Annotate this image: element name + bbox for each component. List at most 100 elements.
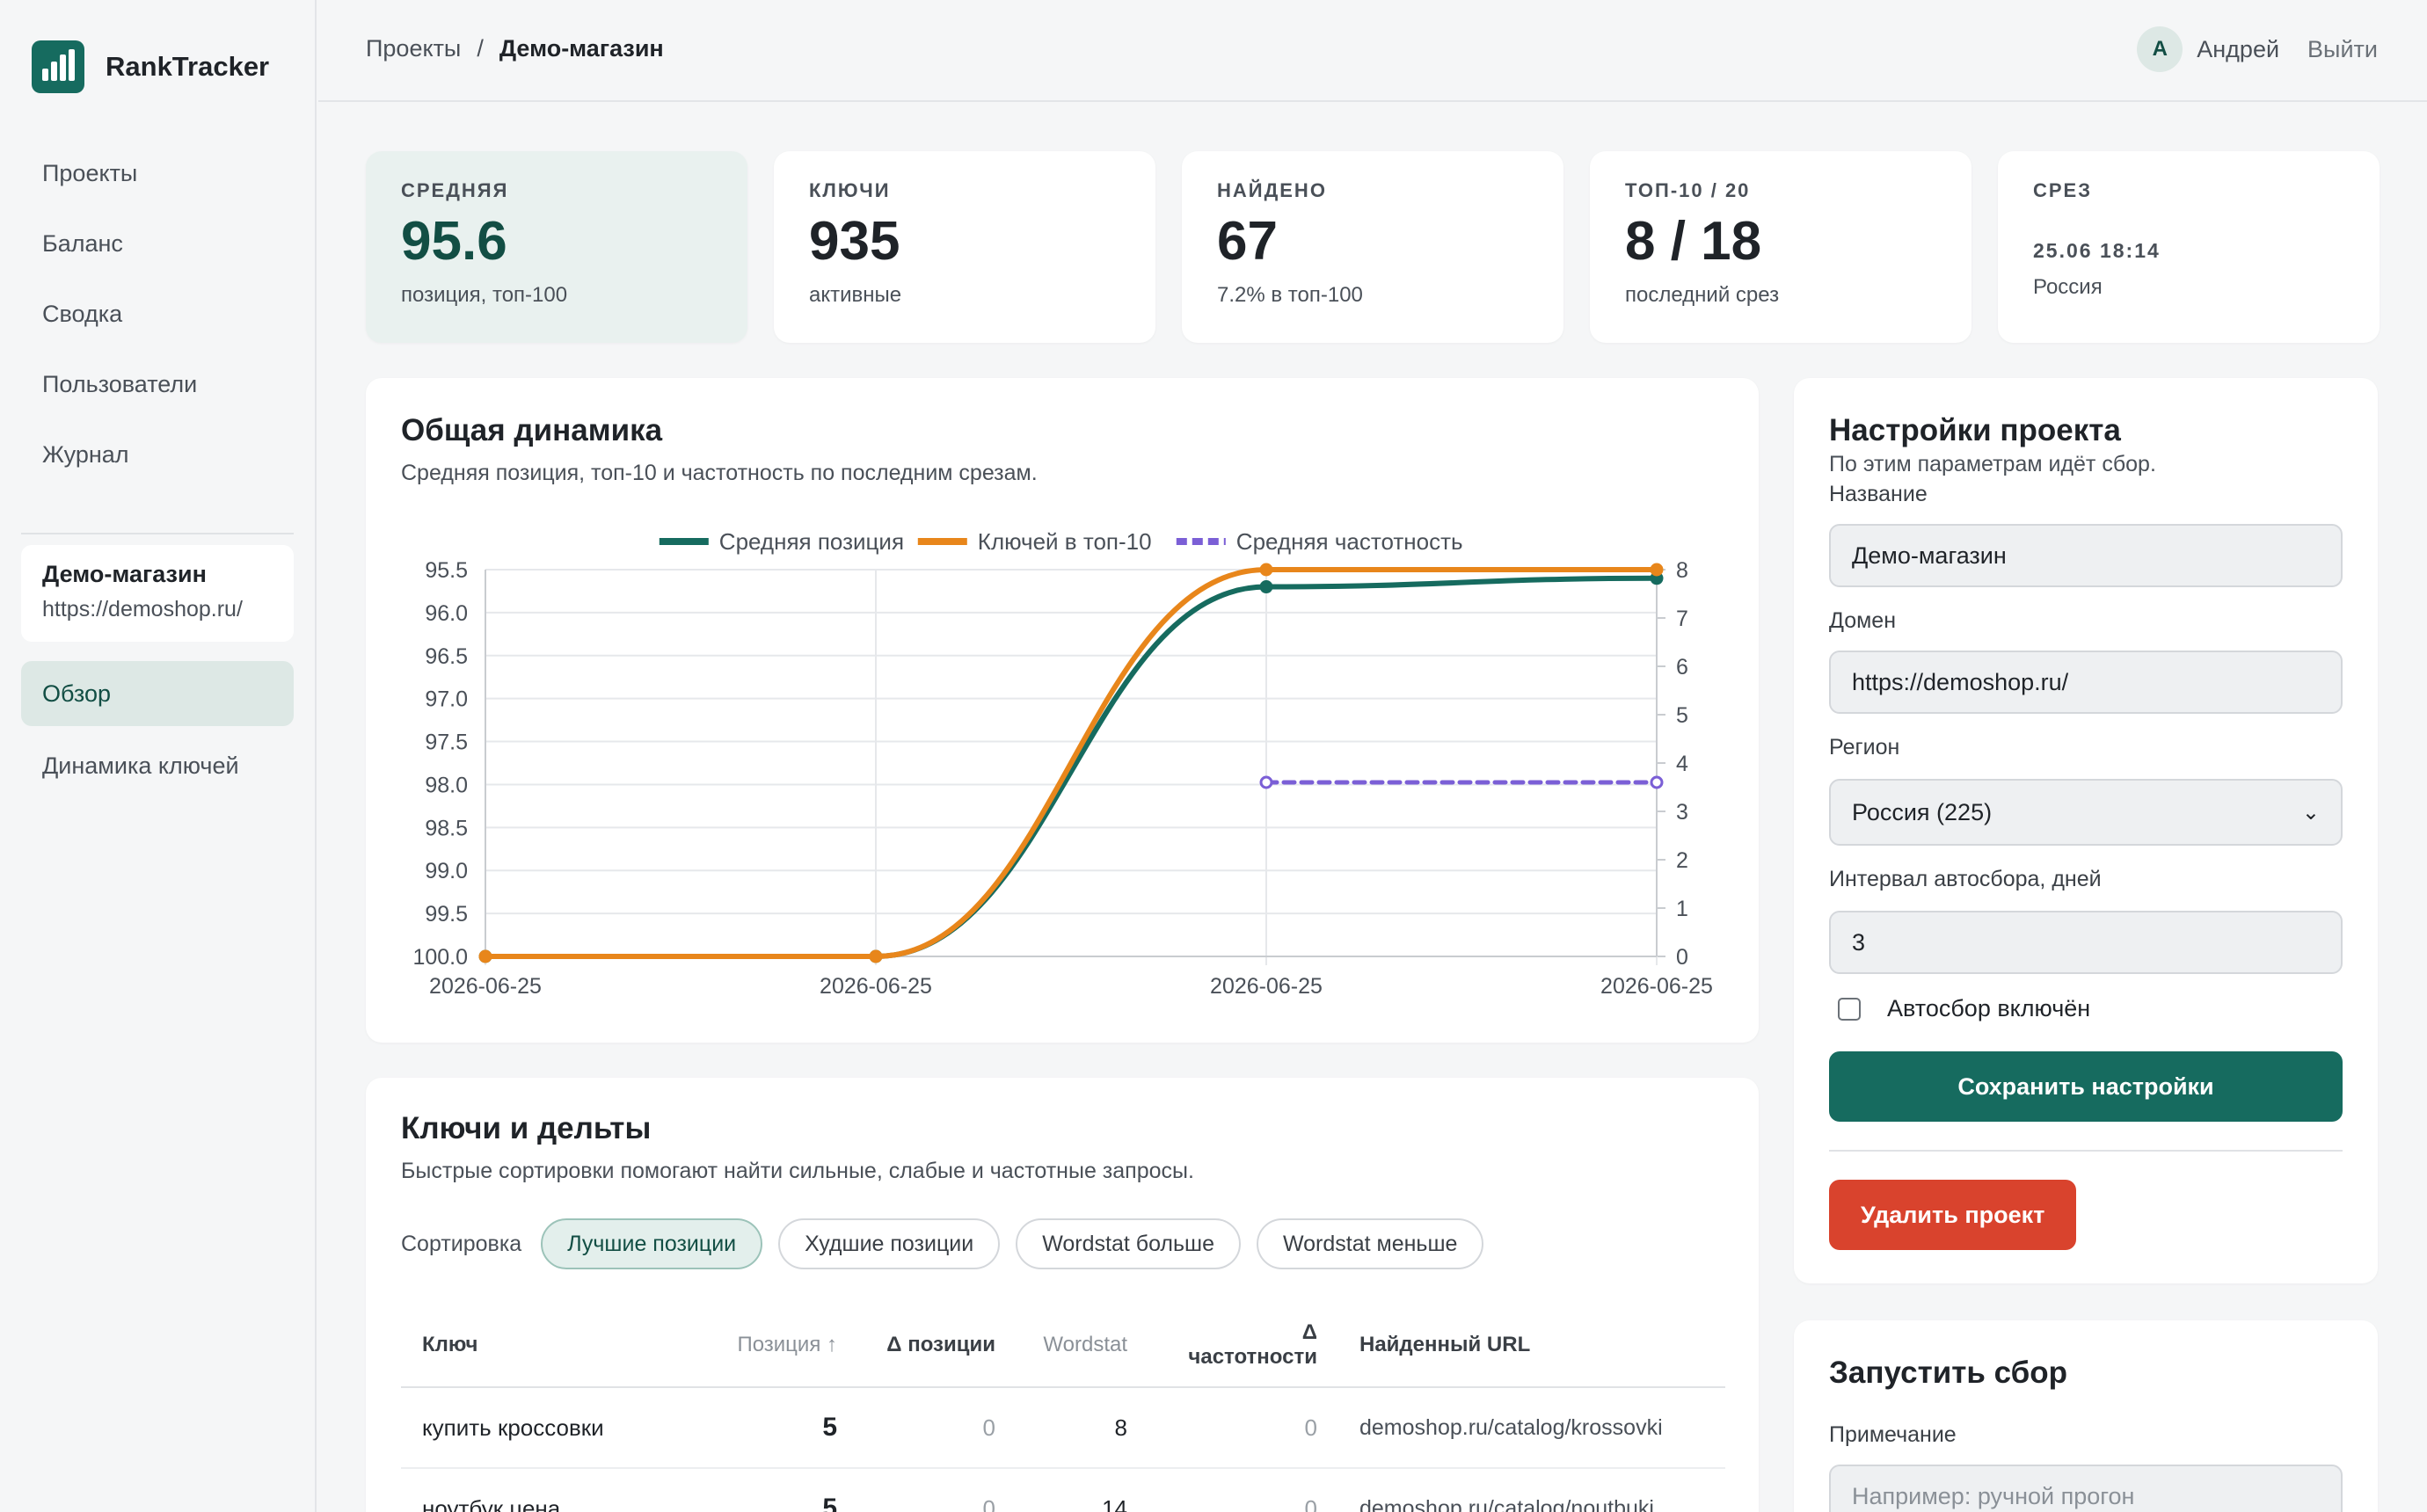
stat-card-found: НАЙДЕНО 67 7.2% в топ-100	[1182, 151, 1563, 343]
settings-desc: По этим параметрам идёт сбор.	[1829, 452, 2156, 476]
keys-table: Ключ Позиция ↑ Δ позиции Wordstat Δ част…	[401, 1303, 1725, 1512]
project-nav: Обзор Динамика ключей	[21, 661, 294, 805]
user-name[interactable]: Андрей	[2197, 35, 2280, 62]
main-nav: Проекты Баланс Сводка Пользователи Журна…	[21, 141, 294, 492]
breadcrumb-projects-link[interactable]: Проекты	[366, 35, 462, 62]
stat-value: 67	[1217, 211, 1278, 272]
sort-wordstat-less-chip[interactable]: Wordstat меньше	[1257, 1218, 1484, 1269]
col-position[interactable]: Позиция ↑	[700, 1303, 858, 1388]
y-left-tick-label: 98.5	[425, 816, 468, 840]
project-name-input[interactable]: Демо-магазин	[1829, 524, 2343, 587]
stat-value: 25.06 18:14	[2033, 239, 2161, 262]
cell-found-url[interactable]: demoshop.ru/catalog/noutbuki	[1338, 1468, 1725, 1512]
region-selected-value: Россия (225)	[1852, 798, 1993, 825]
series-point-2	[1650, 563, 1664, 577]
col-wordstat[interactable]: Wordstat	[1017, 1303, 1148, 1388]
y-left-tick-label: 100.0	[412, 945, 468, 970]
dynamics-title: Общая динамика	[401, 413, 663, 447]
y-left-tick-label: 97.0	[425, 687, 468, 712]
col-delta-frequency[interactable]: Δ частотности	[1148, 1303, 1338, 1388]
sidebar-item-balance[interactable]: Баланс	[42, 229, 123, 257]
stat-card-keys: КЛЮЧИ 935 активные	[774, 151, 1155, 343]
col-delta-position[interactable]: Δ позиции	[858, 1303, 1017, 1388]
sidebar: RankTracker Проекты Баланс Сводка Пользо…	[0, 0, 317, 1512]
sort-wordstat-more-chip[interactable]: Wordstat больше	[1016, 1218, 1241, 1269]
name-label: Название	[1829, 482, 1928, 506]
stat-label: НАЙДЕНО	[1217, 179, 1327, 201]
y-left-tick-label: 98.0	[425, 773, 468, 797]
y-left-tick-label: 95.5	[425, 558, 468, 583]
legend-label: Ключей в топ-10	[978, 528, 1152, 555]
region-label: Регион	[1829, 735, 1900, 760]
table-row[interactable]: ноутбук цена 5 0 14 0 demoshop.ru/catalo…	[401, 1468, 1725, 1512]
sort-label: Сортировка	[401, 1231, 522, 1256]
settings-divider	[1829, 1150, 2343, 1152]
stat-value: 935	[809, 211, 900, 272]
stat-sub: последний срез	[1625, 283, 1780, 307]
y-left-tick-label: 96.5	[425, 644, 468, 669]
y-right-tick-label: 7	[1676, 607, 1688, 631]
x-tick-label: 2026-06-25	[820, 974, 932, 999]
dynamics-desc: Средняя позиция, топ-10 и частотность по…	[401, 461, 1038, 485]
project-name: Демо-магазин	[42, 561, 207, 587]
breadcrumb: Проекты / Демо-магазин	[366, 35, 664, 62]
table-row[interactable]: купить кроссовки 5 0 8 0 demoshop.ru/cat…	[401, 1387, 1725, 1469]
series-point-1	[1259, 580, 1273, 594]
interval-label: Интервал автосбора, дней	[1829, 867, 2102, 891]
autocollect-checkbox[interactable]	[1838, 997, 1861, 1021]
dynamics-chart: 95.5 96.0 96.5 97.0 97.5 98.0 98.5 99.0 99.5 100.…	[412, 528, 1713, 999]
note-input[interactable]: Например: ручной прогон	[1829, 1465, 2343, 1512]
stat-label: СРЕДНЯЯ	[401, 179, 509, 201]
y-right-tick-label: 6	[1676, 655, 1688, 680]
settings-panel: Настройки проекта По этим параметрам идё…	[1794, 378, 2378, 1283]
cell-delta-frequency: 0	[1148, 1387, 1338, 1469]
dynamics-panel: Общая динамика Средняя позиция, топ-10 и…	[366, 378, 1759, 1043]
sidebar-item-overview[interactable]: Обзор	[21, 661, 294, 726]
chevron-down-icon: ⌄	[2301, 800, 2320, 825]
x-tick-label: 2026-06-25	[429, 974, 542, 999]
breadcrumb-separator: /	[477, 35, 484, 62]
bar-chart-logo-icon	[32, 40, 84, 93]
sidebar-item-projects[interactable]: Проекты	[42, 159, 138, 186]
sidebar-item-summary[interactable]: Сводка	[42, 300, 123, 327]
sidebar-item-journal[interactable]: Журнал	[42, 440, 129, 468]
y-right-tick-label: 4	[1676, 752, 1688, 776]
stat-label: СРЕЗ	[2033, 179, 2093, 201]
cell-delta-position: 0	[858, 1468, 1017, 1512]
save-settings-button[interactable]: Сохранить настройки	[1829, 1051, 2343, 1122]
y-right-tick-label: 3	[1676, 800, 1688, 825]
avatar[interactable]: А	[2137, 26, 2183, 72]
legend-label: Средняя позиция	[719, 528, 904, 555]
keys-desc: Быстрые сортировки помогают найти сильны…	[401, 1159, 1194, 1183]
stat-label: КЛЮЧИ	[809, 179, 891, 201]
stat-sub: 7.2% в топ-100	[1217, 283, 1363, 307]
domain-input[interactable]: https://demoshop.ru/	[1829, 651, 2343, 714]
region-select[interactable]: Россия (225) ⌄	[1829, 779, 2343, 846]
cell-found-url[interactable]: demoshop.ru/catalog/krossovki	[1338, 1387, 1725, 1469]
y-left-tick-label: 97.5	[425, 731, 468, 755]
cell-key: ноутбук цена	[401, 1468, 700, 1512]
stat-value: 8 / 18	[1625, 211, 1762, 272]
brand[interactable]: RankTracker	[32, 40, 269, 93]
sort-worst-positions-chip[interactable]: Худшие позиции	[778, 1218, 1001, 1269]
sidebar-item-users[interactable]: Пользователи	[42, 370, 198, 397]
sort-best-positions-chip[interactable]: Лучшие позиции	[541, 1218, 763, 1269]
cell-delta-position: 0	[858, 1387, 1017, 1469]
delete-project-button[interactable]: Удалить проект	[1829, 1180, 2077, 1250]
interval-input[interactable]: 3	[1829, 911, 2343, 974]
col-found-url[interactable]: Найденный URL	[1338, 1303, 1725, 1388]
current-project-card[interactable]: Демо-магазин https://demoshop.ru/	[21, 545, 294, 642]
table-header-row: Ключ Позиция ↑ Δ позиции Wordstat Δ част…	[401, 1303, 1725, 1388]
col-key[interactable]: Ключ	[401, 1303, 700, 1388]
cell-wordstat: 8	[1017, 1387, 1148, 1469]
run-panel: Запустить сбор Примечание Например: ручн…	[1794, 1320, 2378, 1512]
domain-label: Домен	[1829, 608, 1897, 633]
cell-position: 5	[700, 1468, 858, 1512]
autocollect-label[interactable]: Автосбор включён	[1887, 995, 2091, 1021]
sidebar-item-keyword-dynamics[interactable]: Динамика ключей	[42, 752, 239, 779]
logout-link[interactable]: Выйти	[2307, 35, 2378, 62]
stat-sub: Россия	[2033, 275, 2103, 299]
cell-delta-frequency: 0	[1148, 1468, 1338, 1512]
autocollect-row[interactable]: Автосбор включён	[1838, 995, 2090, 1022]
series-point-3	[1650, 775, 1664, 789]
